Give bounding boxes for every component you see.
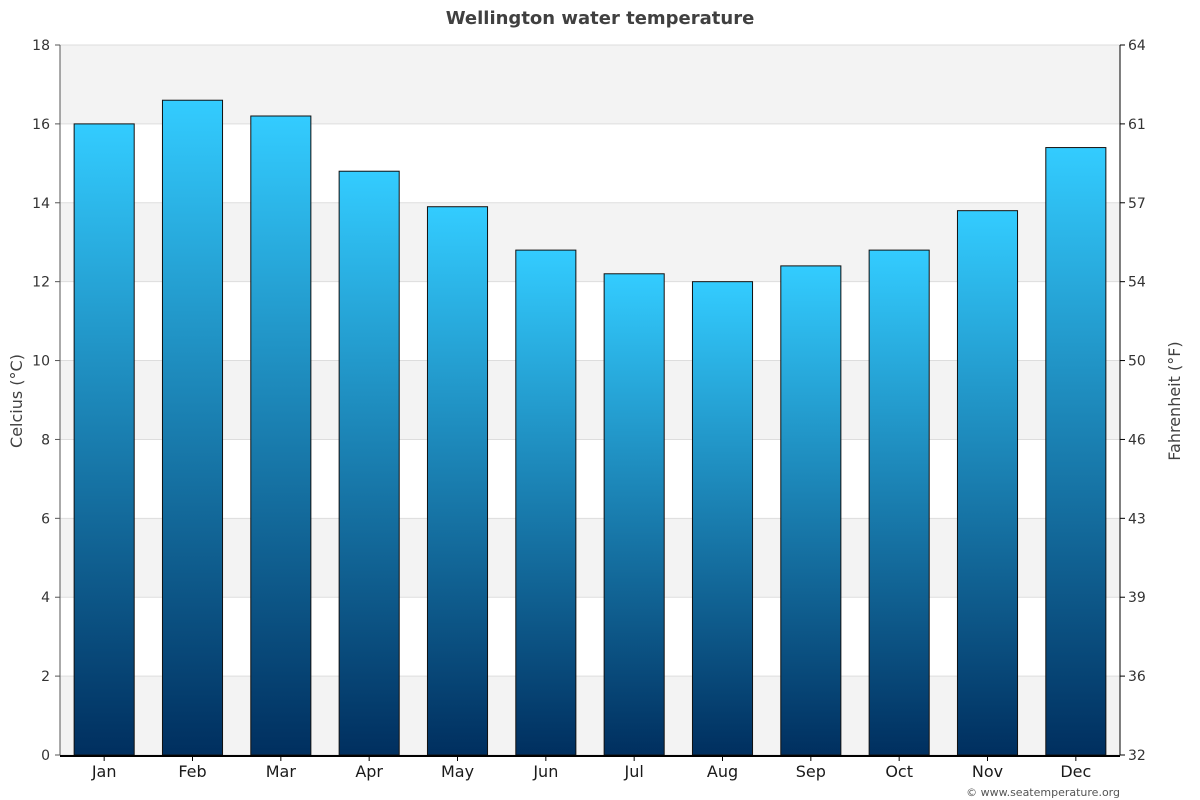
bar-jan (73, 123, 135, 756)
x-tick-label-jul: Jul (624, 762, 644, 781)
y-tick-label-right: 39 (1128, 590, 1146, 606)
y-tick-label-right: 43 (1128, 511, 1146, 527)
y-tick-label-left: 8 (41, 432, 50, 448)
bars (73, 99, 1107, 756)
y-tick-label-left: 4 (41, 590, 50, 606)
x-tick-label-nov: Nov (972, 762, 1003, 781)
y-tick-label-left: 0 (41, 748, 50, 764)
bar-apr (338, 170, 400, 756)
y-tick-label-right: 50 (1128, 354, 1146, 370)
bar-oct (868, 249, 930, 756)
y-tick-label-right: 32 (1128, 748, 1146, 764)
background-band (60, 45, 1120, 124)
y-tick-label-left: 2 (41, 669, 50, 685)
y-tick-label-right: 54 (1128, 275, 1146, 291)
x-tick-label-oct: Oct (885, 762, 913, 781)
bar-jul (603, 273, 665, 756)
x-tick-label-jan: Jan (91, 762, 117, 781)
bar-feb (161, 99, 224, 756)
background-band (60, 360, 1120, 440)
axes (59, 45, 1121, 757)
background-band (60, 676, 1120, 755)
y-tick-label-right: 61 (1128, 117, 1146, 133)
y-tick-label-right: 46 (1128, 432, 1146, 448)
y-axis-title-left: Celcius (°C) (7, 354, 26, 448)
credit-text: © www.seatemperature.org (966, 786, 1120, 799)
bar-nov (956, 210, 1019, 756)
bar-dec (1045, 147, 1107, 756)
x-tick-label-mar: Mar (266, 762, 297, 781)
x-axis-labels: Jan Feb Mar Apr May Jun Jul Aug Sep Oct Nov Dec (91, 756, 1091, 781)
background-band (60, 202, 1120, 282)
y-tick-label-left: 14 (32, 196, 50, 212)
y-axis-title-right: Fahrenheit (°F) (1165, 341, 1184, 460)
bar-aug (691, 281, 754, 756)
y-tick-label-left: 18 (32, 38, 50, 54)
bar-may (426, 206, 489, 756)
left-axis-ticks: 0 2 4 6 8 10 12 14 16 18 (32, 38, 60, 764)
y-tick-label-left: 10 (32, 354, 50, 370)
bar-jun (515, 249, 577, 756)
gridlines (60, 44, 1120, 756)
bar-mar (250, 115, 312, 756)
y-tick-label-left: 16 (32, 117, 50, 133)
background-bands (60, 45, 1120, 755)
x-tick-label-may: May (441, 762, 474, 781)
y-tick-label-left: 12 (32, 275, 50, 291)
x-tick-label-jun: Jun (532, 762, 558, 781)
x-tick-label-apr: Apr (355, 762, 383, 781)
x-tick-label-aug: Aug (707, 762, 738, 781)
chart-title: Wellington water temperature (446, 8, 755, 29)
y-tick-label-right: 36 (1128, 669, 1146, 685)
right-axis-ticks: 32 36 39 43 46 50 54 57 61 64 (1120, 38, 1146, 764)
y-tick-label-left: 6 (41, 511, 50, 527)
y-tick-label-right: 64 (1128, 38, 1146, 54)
y-tick-label-right: 57 (1128, 196, 1146, 212)
x-tick-label-sep: Sep (796, 762, 826, 781)
x-tick-label-feb: Feb (178, 762, 206, 781)
background-band (60, 518, 1120, 598)
bar-sep (780, 265, 842, 756)
x-tick-label-dec: Dec (1060, 762, 1091, 781)
